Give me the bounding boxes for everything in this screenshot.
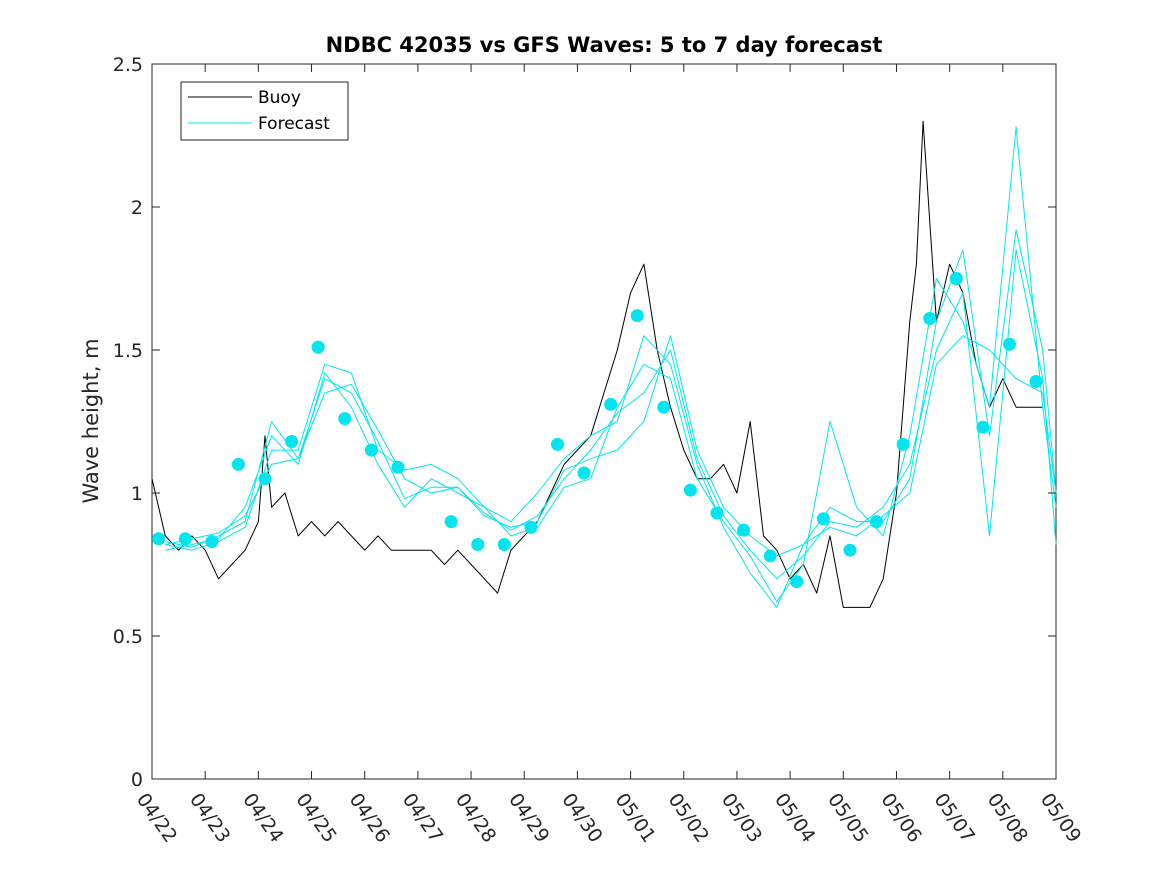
forecast-marker	[364, 443, 378, 457]
forecast-marker	[630, 309, 644, 323]
forecast-marker	[763, 549, 777, 563]
forecast-marker	[577, 466, 591, 480]
y-tick-label: 0	[131, 769, 143, 791]
forecast-marker	[338, 412, 352, 426]
forecast-marker	[710, 506, 724, 520]
marker-layer	[152, 272, 1043, 589]
forecast-marker	[683, 483, 697, 497]
forecast-marker	[816, 512, 830, 526]
forecast-marker	[497, 537, 511, 551]
forecast-marker	[311, 340, 325, 354]
forecast-marker	[737, 523, 751, 537]
forecast-marker	[896, 437, 910, 451]
y-axis-label: Wave height, m	[79, 338, 103, 503]
forecast-marker	[178, 532, 192, 546]
forecast-marker	[444, 515, 458, 529]
forecast-marker	[976, 420, 990, 434]
forecast-marker	[231, 457, 245, 471]
forecast-marker	[657, 400, 671, 414]
plot-frame	[151, 63, 1057, 780]
forecast-line	[165, 126, 1057, 603]
forecast-marker	[870, 515, 884, 529]
forecast-line	[165, 335, 1057, 557]
forecast-marker	[949, 272, 963, 285]
y-axis: 0 0.5 1 1.5 2 2.5	[113, 54, 1056, 791]
forecast-marker	[790, 575, 804, 589]
y-tick-label: 1	[131, 483, 143, 505]
buoy-line	[151, 120, 1043, 608]
legend: Buoy Forecast	[180, 81, 349, 141]
forecast-marker	[391, 460, 405, 474]
forecast-marker	[152, 532, 166, 546]
y-tick-label: 1.5	[113, 340, 143, 362]
forecast-marker	[604, 397, 618, 411]
y-tick-label: 0.5	[113, 626, 143, 648]
forecast-marker	[471, 537, 485, 551]
forecast-marker	[843, 543, 857, 557]
legend-label-buoy: Buoy	[258, 88, 301, 108]
forecast-marker	[923, 312, 937, 326]
forecast-line	[165, 249, 1057, 580]
y-tick-label: 2.5	[113, 54, 143, 76]
y-tick-label: 2	[131, 197, 143, 219]
forecast-marker	[524, 520, 538, 534]
plot-area	[151, 63, 1057, 780]
forecast-marker	[258, 472, 272, 486]
legend-box	[180, 81, 349, 141]
forecast-marker	[205, 535, 219, 549]
forecast-marker	[1002, 337, 1016, 351]
chart-title: NDBC 42035 vs GFS Waves: 5 to 7 day fore…	[326, 33, 883, 57]
series-layer	[151, 120, 1057, 608]
legend-label-forecast: Forecast	[258, 114, 330, 134]
forecast-marker	[1029, 374, 1043, 388]
forecast-marker	[550, 437, 564, 451]
forecast-marker	[285, 435, 299, 449]
